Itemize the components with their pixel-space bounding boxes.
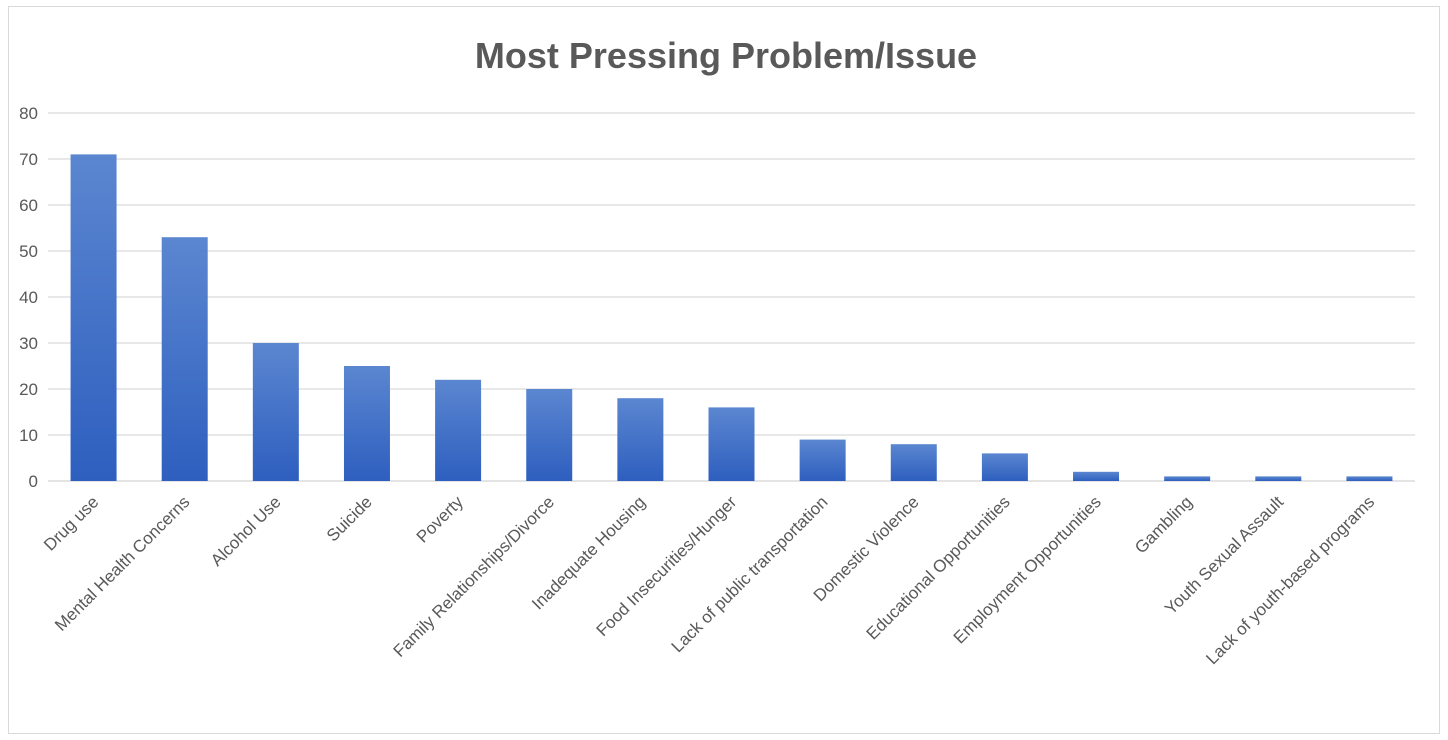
bar [708, 407, 755, 481]
bar-chart: Most Pressing Problem/Issue 0 10 20 30 40 50 6… [19, 35, 1415, 668]
bar [161, 237, 208, 481]
y-tick-label: 60 [19, 196, 38, 215]
x-category-label: Alcohol Use [207, 492, 285, 570]
y-tick-label: 0 [29, 472, 38, 491]
x-category-label: Employment Opportunities [950, 492, 1105, 647]
x-category-label: Gambling [1131, 492, 1196, 557]
x-category-label: Lack of youth-based programs [1202, 492, 1378, 668]
bar [799, 439, 846, 481]
chart-frame: Most Pressing Problem/Issue 0 10 20 30 40 50 6… [8, 6, 1440, 734]
x-category-label: Drug use [40, 492, 102, 554]
bar [252, 343, 299, 481]
chart-title: Most Pressing Problem/Issue [475, 35, 977, 76]
bar [1255, 476, 1302, 481]
y-tick-label: 30 [19, 334, 38, 353]
y-tick-label: 10 [19, 426, 38, 445]
y-tick-label: 40 [19, 288, 38, 307]
bar [526, 389, 573, 481]
x-category-label: Family Relationships/Divorce [390, 492, 558, 660]
bar [890, 444, 937, 481]
bars [70, 154, 1393, 481]
y-tick-label: 70 [19, 150, 38, 169]
bar [617, 398, 664, 481]
x-category-label: Suicide [323, 492, 376, 545]
bar [70, 154, 117, 481]
bar [1164, 476, 1211, 481]
bar [1073, 471, 1120, 481]
y-tick-label: 20 [19, 380, 38, 399]
bar [981, 453, 1028, 481]
bar [435, 379, 482, 481]
y-tick-label: 80 [19, 104, 38, 123]
x-category-label: Poverty [413, 492, 468, 547]
bar [1346, 476, 1393, 481]
y-tick-label: 50 [19, 242, 38, 261]
y-axis-ticks: 0 10 20 30 40 50 60 70 80 [19, 104, 38, 491]
bar [343, 366, 390, 481]
x-category-label: Lack of public transportation [668, 492, 832, 656]
